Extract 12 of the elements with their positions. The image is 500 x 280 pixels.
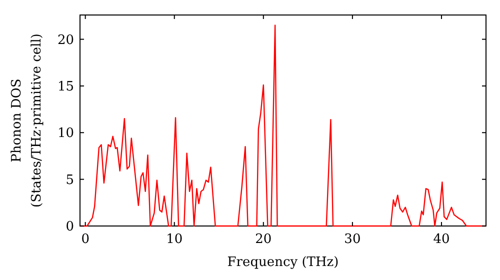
x-tick-label: 30	[344, 232, 361, 247]
y-tick-label: 15	[57, 80, 74, 95]
x-tick-label: 40	[433, 232, 450, 247]
y-tick-label: 5	[66, 172, 74, 188]
x-tick-label: 0	[81, 232, 90, 247]
y-tick-label: 0	[66, 220, 74, 235]
x-tick-label: 10	[166, 232, 183, 247]
y-axis-title: Phonon DOS (States/THz·primitive cell)	[10, 33, 45, 208]
y-tick-label: 10	[57, 126, 74, 142]
x-tick-label: 20	[255, 232, 272, 247]
y-tick-label: 20	[57, 32, 74, 48]
x-axis-title: Frequency (THz)	[227, 255, 339, 270]
